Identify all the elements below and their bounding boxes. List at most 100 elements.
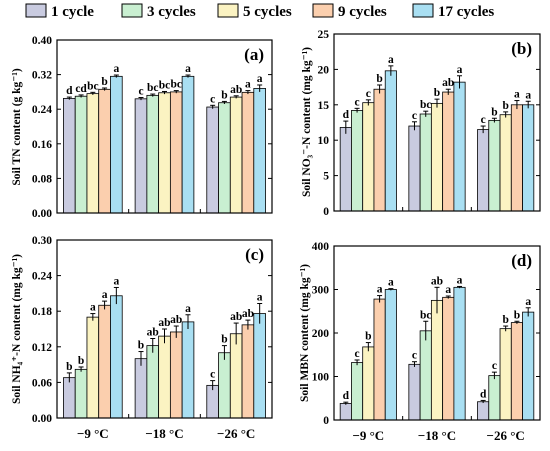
significance-letter: b (491, 106, 497, 118)
significance-letter: ab (158, 317, 170, 329)
chart-panels: 0.00 0.08 0.16 0.24 0.32 0.40 Soil TN content … (11, 29, 541, 443)
bar (373, 298, 386, 421)
bar (86, 93, 100, 214)
significance-letter: c (481, 114, 486, 126)
y-tick-label: 0.30 (32, 235, 52, 247)
panel-c: 0.00 0.06 0.12 0.18 0.24 0.30 Soil NH₄⁺-N cont… (11, 235, 273, 441)
x-tick-label: −26 °C (487, 428, 525, 443)
bar (98, 88, 111, 214)
bar (499, 114, 512, 212)
significance-letter: a (525, 296, 531, 308)
panel-label: (d) (511, 251, 532, 270)
significance-letter: c (138, 86, 143, 98)
bar (522, 104, 535, 212)
significance-letter: d (66, 85, 73, 97)
legend-swatch (121, 3, 143, 18)
bar (146, 94, 160, 214)
significance-letter: a (90, 302, 96, 314)
significance-letter: b (365, 331, 371, 343)
y-tick-label: 0.00 (32, 413, 52, 425)
significance-letter: bc (171, 79, 183, 91)
bar (362, 346, 375, 421)
y-tick-label: 0.24 (32, 104, 52, 116)
panel-label: (a) (244, 45, 264, 64)
x-tick-label: −18 °C (418, 428, 456, 443)
legend-label: 1 cycle (51, 4, 94, 20)
bar (362, 102, 375, 212)
legend-swatch (217, 3, 239, 18)
significance-letter: c (492, 360, 497, 372)
significance-letter: a (257, 73, 263, 85)
y-tick-label: 10 (318, 135, 330, 147)
plot-frame (56, 239, 273, 419)
bar (74, 368, 88, 419)
significance-letter: d (480, 388, 487, 400)
y-tick-label: 0.40 (32, 35, 52, 47)
y-axis-label: Soil TN content (g kg⁻¹) (11, 68, 23, 185)
bar (206, 384, 219, 419)
bar (419, 330, 432, 421)
bar (241, 324, 255, 419)
significance-letter: cd (75, 83, 87, 95)
legend-label: 17 cycles (438, 4, 494, 20)
y-tick-label: 25 (318, 29, 330, 41)
panel-a: 0.00 0.08 0.16 0.24 0.32 0.40 Soil TN content … (11, 35, 273, 220)
y-tick-label: 0.12 (32, 342, 52, 354)
legend-label: 3 cycles (147, 4, 196, 20)
significance-letter: b (434, 87, 440, 99)
bar (181, 321, 195, 419)
significance-letter: a (185, 303, 191, 315)
legend-swatch (312, 3, 334, 18)
bar (453, 81, 466, 212)
significance-letter: b (66, 361, 72, 373)
bar (477, 401, 490, 421)
significance-letter: bc (420, 309, 432, 321)
y-tick-label: 0.18 (32, 306, 52, 318)
bar (510, 104, 523, 212)
legend: 1 cycle 3 cycles 5 cycles 9 cycles 17 cycles (25, 3, 494, 20)
significance-letter: a (445, 284, 451, 296)
bar (253, 313, 266, 419)
significance-letter: a (113, 275, 119, 287)
bar (384, 289, 397, 421)
significance-letter: b (514, 309, 520, 321)
y-axis-label: Soil NH₄⁺-N content (mg kg⁻¹) (11, 254, 23, 404)
bar (430, 102, 444, 212)
significance-letter: d (343, 390, 350, 402)
significance-letter: d (343, 109, 350, 121)
bar (453, 286, 466, 421)
bar (408, 363, 421, 421)
x-tick-label: −18 °C (145, 426, 183, 441)
bar (169, 91, 183, 214)
significance-letter: c (355, 96, 360, 108)
bar (488, 119, 501, 212)
significance-letter: bc (147, 82, 159, 94)
significance-letter: ab (431, 275, 443, 287)
y-tick-label: 0.16 (32, 139, 52, 151)
significance-letter: b (221, 334, 227, 346)
significance-letter: b (502, 100, 508, 112)
bar (384, 70, 397, 212)
significance-letter: a (257, 291, 263, 303)
bar (373, 88, 386, 212)
significance-letter: c (210, 369, 215, 381)
y-tick-label: 0.06 (32, 377, 52, 389)
legend-swatch (25, 3, 47, 18)
significance-letter: a (457, 64, 463, 76)
significance-letter: bc (159, 79, 171, 91)
bar (134, 98, 148, 214)
panel-b: 0 5 10 15 20 25 Soil NO₃⁻-N content (mg kg⁻¹) d… (301, 29, 541, 218)
bar (110, 75, 123, 214)
legend-label: 9 cycles (338, 4, 387, 20)
bar (229, 96, 243, 214)
bar (158, 335, 171, 419)
significance-letter: ab (242, 308, 254, 320)
bar (146, 345, 160, 419)
panel-label: (b) (511, 39, 532, 58)
y-tick-label: 0.32 (32, 70, 52, 82)
legend-swatch (412, 3, 434, 18)
y-tick-label: 15 (318, 100, 330, 112)
significance-letter: ab (170, 314, 182, 326)
